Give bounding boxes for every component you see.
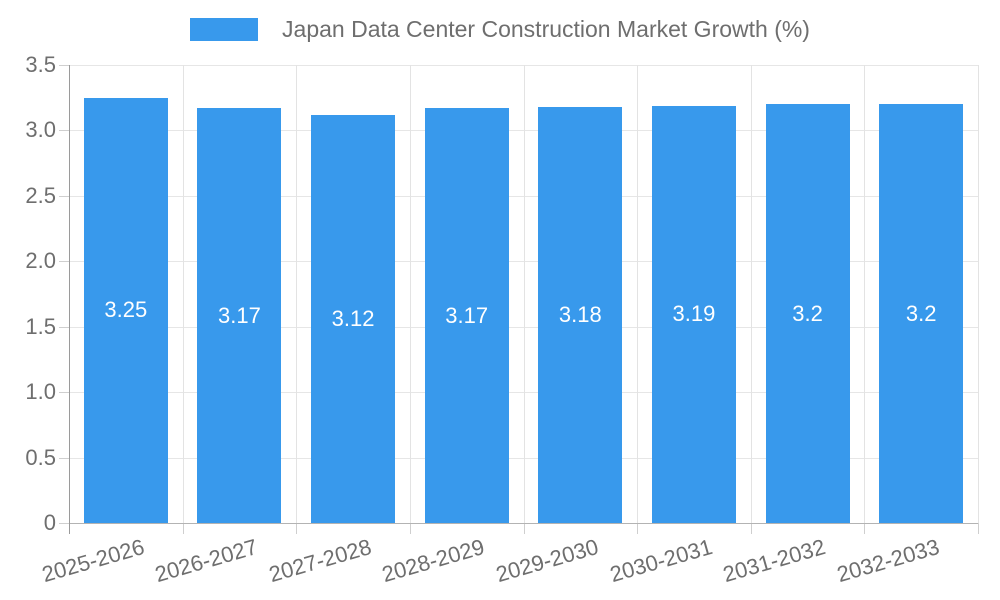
x-gridline [750,65,752,523]
y-axis-tick-label: 1.0 [25,379,56,405]
bar-value-label: 3.2 [905,300,937,326]
chart-legend[interactable]: Japan Data Center Construction Market Gr… [0,16,1000,43]
bar-2030-2031[interactable] [651,105,736,523]
y-axis-tick [59,195,69,197]
y-axis-tick-label: 0.5 [25,444,56,470]
x-axis-tick [978,523,979,534]
y-axis-tick-label: 0 [43,510,56,535]
y-axis-tick [59,65,69,66]
x-axis-category-label: 2030-2031 [606,534,715,588]
y-axis-tick-label: 2.0 [25,248,56,274]
x-axis-category-label: 2026-2027 [152,534,261,588]
bar-value-label: 3.2 [792,300,823,326]
bar-value-label: 3.19 [672,301,716,327]
x-axis-tick [409,523,411,534]
x-axis-category-label: 2025-2026 [38,534,147,588]
y-axis-tick [59,457,69,459]
bar-value-label: 3.18 [558,301,602,327]
x-axis-category-label: 2031-2032 [720,534,829,588]
y-axis-tick-label: 2.5 [25,182,56,208]
x-axis-category-label: 2032-2033 [834,534,943,588]
x-gridline [182,65,184,523]
bar-value-label: 3.25 [104,297,148,323]
x-axis-tick [637,523,639,534]
x-axis-tick [296,523,298,534]
y-axis-tick [59,523,69,524]
x-gridline [523,65,525,523]
bar-value-label: 3.17 [218,302,261,328]
x-gridline [978,65,979,523]
bar-2027-2028[interactable] [311,114,396,523]
x-axis-tick [864,523,866,534]
x-axis-category-label: 2028-2029 [379,534,488,588]
bar-2032-2033[interactable] [879,104,964,523]
y-axis-tick [59,392,69,394]
bar-value-label: 3.12 [331,305,375,331]
y-axis-tick-label: 3.0 [25,117,56,143]
bar-2029-2030[interactable] [538,106,623,523]
bar-2028-2029[interactable] [424,108,509,523]
y-axis-line [69,65,70,534]
x-axis-line [69,523,978,524]
x-gridline [409,65,411,523]
y-axis-tick [59,261,69,263]
x-gridline [296,65,298,523]
y-axis-tick-label: 1.5 [25,313,56,339]
x-axis-tick [750,523,752,534]
legend-label: Japan Data Center Construction Market Gr… [282,16,810,42]
x-axis-tick [523,523,525,534]
y-axis-tick [59,326,69,328]
x-axis-category-label: 2029-2030 [493,534,602,588]
x-axis-category-label: 2027-2028 [265,534,374,588]
x-axis-tick [182,523,184,534]
bar-2026-2027[interactable] [197,108,282,523]
legend-swatch [190,18,259,41]
bar-2025-2026[interactable] [83,97,168,523]
x-gridline [637,65,639,523]
x-gridline [864,65,866,523]
bar-2031-2032[interactable] [765,104,850,523]
y-axis-tick-label: 3.5 [25,52,56,77]
bar-value-label: 3.17 [445,302,489,328]
y-axis-tick [59,130,69,132]
